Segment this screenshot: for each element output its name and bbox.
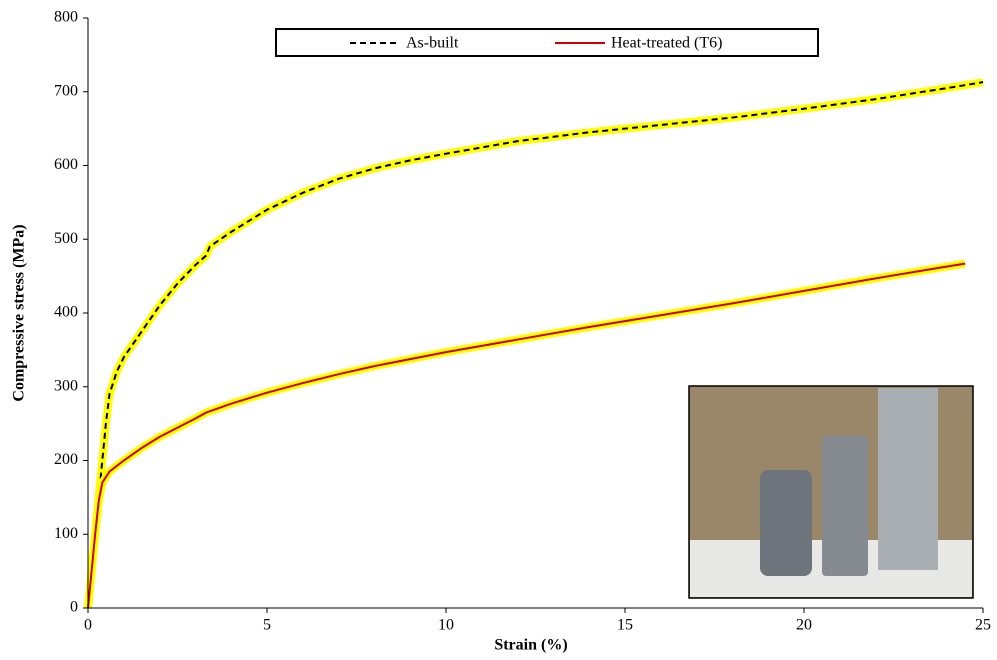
y-tick-label: 200 xyxy=(54,451,78,468)
legend xyxy=(275,28,819,57)
inset-photo xyxy=(688,385,974,599)
y-tick-label: 600 xyxy=(54,156,78,173)
legend-label: As-built xyxy=(406,35,459,52)
y-tick-label: 0 xyxy=(70,599,78,616)
plot xyxy=(84,78,984,609)
photo-ruler xyxy=(878,388,938,570)
y-tick-label: 100 xyxy=(54,525,78,542)
x-tick-label: 0 xyxy=(84,617,92,634)
x-tick-label: 25 xyxy=(975,617,991,634)
y-tick-label: 500 xyxy=(54,230,78,247)
x-tick-label: 20 xyxy=(796,617,812,634)
x-tick-label: 10 xyxy=(438,617,454,634)
x-tick-label: 5 xyxy=(263,617,271,634)
y-axis-label: Compressive stress (MPa) xyxy=(11,224,28,401)
photo-specimen xyxy=(760,470,812,576)
line xyxy=(87,262,966,609)
line xyxy=(87,81,984,609)
x-tick-label: 15 xyxy=(617,617,633,634)
x-axis-label: Strain (%) xyxy=(494,637,567,654)
y-tick-label: 800 xyxy=(54,9,78,26)
y-tick-label: 300 xyxy=(54,377,78,394)
y-tick-label: 700 xyxy=(54,82,78,99)
legend-label: Heat-treated (T6) xyxy=(611,35,722,52)
y-tick-label: 400 xyxy=(54,304,78,321)
photo-specimen xyxy=(822,436,868,576)
